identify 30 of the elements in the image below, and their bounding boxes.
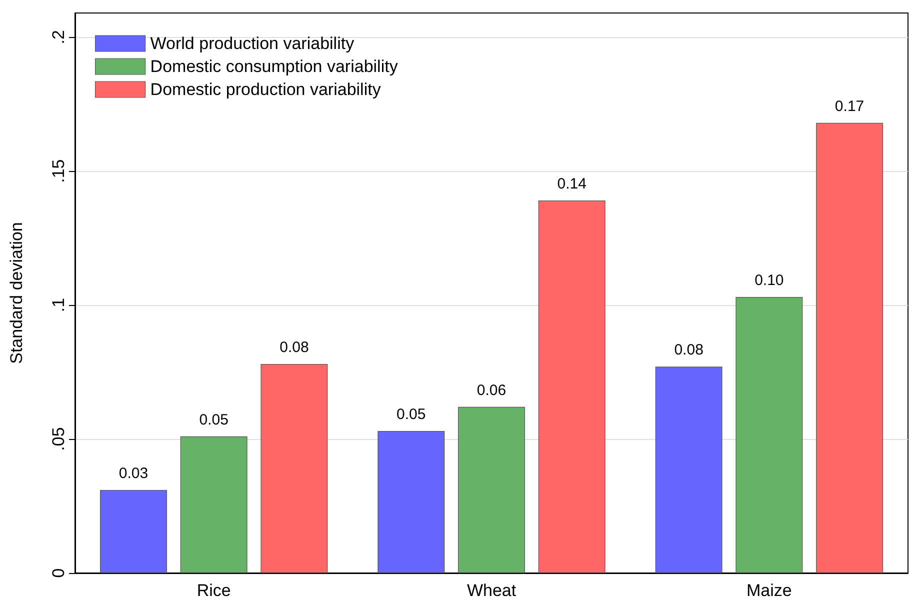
bar (736, 297, 803, 573)
y-tick-label: .15 (49, 159, 68, 183)
bar (100, 490, 167, 573)
data-label: 0.05 (396, 406, 426, 423)
data-label: 0.08 (674, 342, 704, 359)
data-label: 0.06 (476, 382, 506, 399)
data-label: 0.03 (118, 464, 148, 482)
y-tick-label: .05 (49, 427, 68, 451)
data-label: 0.05 (199, 411, 228, 428)
legend-label: Domestic production variability (150, 80, 382, 99)
x-tick-label: Maize (746, 581, 792, 600)
bar (655, 366, 722, 573)
data-label: 0.14 (557, 176, 586, 193)
bar (538, 200, 606, 573)
y-axis-title: Standard deviation (7, 222, 26, 364)
data-label: 0.08 (280, 339, 309, 356)
legend-label: Domestic consumption variability (150, 57, 398, 76)
bar (378, 430, 445, 573)
bar (180, 436, 248, 573)
data-label: 0.10 (754, 272, 784, 290)
y-tick-label: .2 (49, 30, 68, 44)
x-tick-label: Wheat (466, 581, 516, 600)
legend-label: World production variability (150, 34, 355, 53)
y-tick-label: .1 (49, 298, 68, 312)
bar (260, 364, 328, 573)
y-tick-label: 0 (49, 568, 68, 578)
data-label: 0.17 (834, 98, 864, 115)
bar (458, 406, 525, 573)
bar (816, 122, 884, 573)
x-tick-label: Rice (196, 581, 231, 600)
